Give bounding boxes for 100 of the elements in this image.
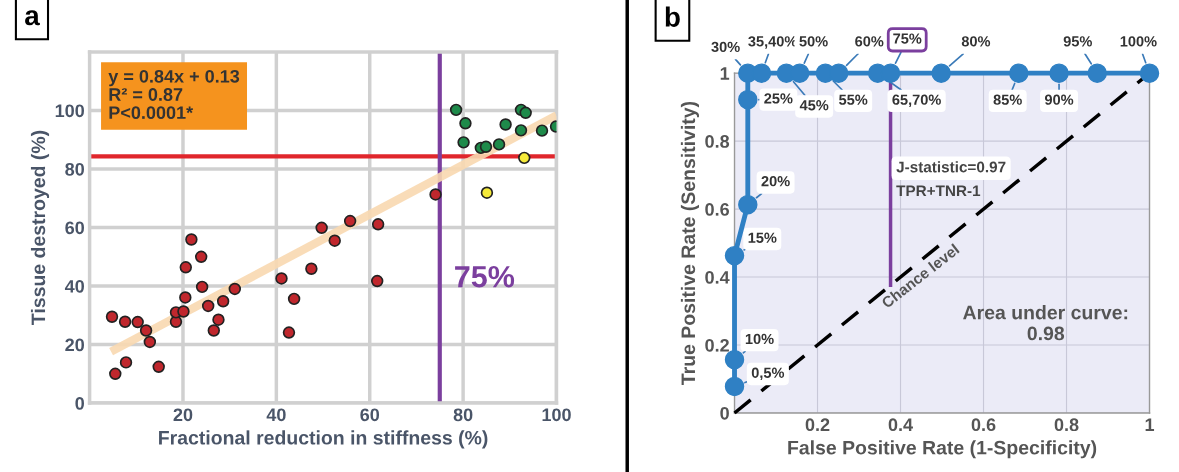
annotation: 60% — [855, 36, 884, 47]
y-tick-label: 80 — [65, 162, 84, 176]
point — [370, 274, 384, 288]
annotation: 85% — [993, 94, 1022, 105]
point — [449, 103, 463, 117]
annotation: 50% — [799, 36, 828, 47]
annotation: 30% — [711, 41, 740, 53]
point — [1139, 63, 1160, 83]
point — [228, 282, 242, 296]
y-tick-label: 60 — [65, 221, 84, 235]
point — [429, 188, 442, 201]
annotation: 20% — [761, 176, 790, 187]
point — [131, 315, 144, 329]
point — [1087, 63, 1107, 83]
y-tick-label: 100 — [55, 104, 85, 118]
annotation: 0,5% — [751, 367, 785, 381]
point — [212, 313, 225, 326]
point — [109, 367, 122, 381]
annotation: 75% — [893, 33, 922, 44]
point — [287, 292, 301, 306]
point — [457, 136, 470, 149]
point — [179, 291, 192, 304]
point — [185, 233, 198, 246]
point — [738, 194, 758, 215]
point — [514, 124, 528, 137]
point — [492, 138, 506, 151]
y-tick-label: 0.2 — [705, 338, 729, 352]
point — [143, 335, 157, 349]
ref-line-label: 75% — [455, 265, 515, 288]
annotation: 90% — [1044, 94, 1074, 105]
annotation: Area under curve: 0.98 — [963, 305, 1128, 341]
point — [195, 280, 209, 294]
point — [724, 376, 745, 397]
y-tick-label: 0.8 — [705, 135, 730, 148]
point — [179, 261, 192, 274]
point — [177, 305, 190, 318]
annotation: 15% — [748, 232, 777, 243]
point — [1009, 63, 1029, 83]
point — [371, 218, 385, 231]
x-tick-label: 80 — [453, 408, 473, 422]
y-tick-label: 0.6 — [705, 203, 730, 216]
point — [751, 63, 772, 83]
point — [328, 234, 341, 247]
point — [499, 118, 512, 131]
y-tick-label: 0 — [720, 406, 729, 420]
point — [216, 295, 230, 308]
point — [118, 315, 132, 328]
annotation: J-statistic=0.97 — [896, 161, 1006, 173]
annotation: 45% — [799, 100, 829, 111]
x-tick-label: 0.2 — [805, 418, 830, 432]
point — [479, 140, 493, 153]
x-tick-label: 60 — [360, 408, 380, 422]
point — [343, 214, 357, 228]
point — [315, 221, 328, 235]
y-axis-title: Tissue destroyed (%) — [30, 130, 50, 325]
point — [535, 124, 549, 137]
annotation: 35,40% — [748, 36, 797, 49]
point — [139, 324, 153, 337]
annotation: 80% — [961, 36, 991, 47]
annotation: 95% — [1063, 36, 1092, 47]
y-tick-label: 20 — [65, 338, 84, 352]
y-tick-label: 40 — [64, 279, 84, 293]
chart-title: b — [665, 6, 680, 27]
y-tick-label: 0 — [75, 397, 84, 410]
annotation: 100% — [1120, 36, 1157, 47]
x-tick-label: 40 — [266, 408, 286, 422]
chart-title: a — [25, 10, 40, 26]
point — [459, 117, 472, 130]
point — [119, 356, 133, 369]
x-tick-label: 100 — [542, 408, 571, 422]
point — [275, 272, 288, 285]
point — [201, 299, 215, 313]
x-tick-label: 0.6 — [971, 418, 996, 432]
x-axis-title: Fractional reduction in stiffness (%) — [159, 430, 488, 449]
annotation: 55% — [839, 94, 868, 105]
point — [282, 326, 296, 339]
point — [194, 250, 208, 263]
annotation: 65,70% — [892, 94, 941, 107]
point — [519, 106, 532, 120]
y-tick-label: 0.4 — [705, 271, 730, 284]
point — [931, 63, 951, 83]
y-axis-title: True Positive Rate (Sensitivity) — [680, 101, 699, 385]
point — [738, 89, 758, 110]
point — [105, 310, 119, 323]
annotation: y = 0.84x + 0.13 R² = 0.87 P<0.0001* — [108, 69, 240, 120]
point — [518, 151, 531, 165]
annotation: TPR+TNR-1 — [896, 185, 981, 197]
x-tick-label: 0.8 — [1054, 418, 1079, 432]
x-tick-label: 20 — [173, 408, 193, 422]
x-tick-label: 0.4 — [888, 418, 913, 432]
y-tick-label: 1 — [720, 67, 730, 80]
point — [305, 262, 318, 275]
point — [1049, 63, 1069, 83]
point — [724, 245, 745, 266]
annotation: 10% — [745, 333, 774, 345]
point — [480, 186, 494, 199]
point — [207, 324, 221, 337]
x-axis-title: False Positive Rate (1-Specificity) — [788, 440, 1097, 459]
x-tick-label: 1 — [1145, 418, 1155, 431]
annotation: 25% — [764, 93, 793, 104]
